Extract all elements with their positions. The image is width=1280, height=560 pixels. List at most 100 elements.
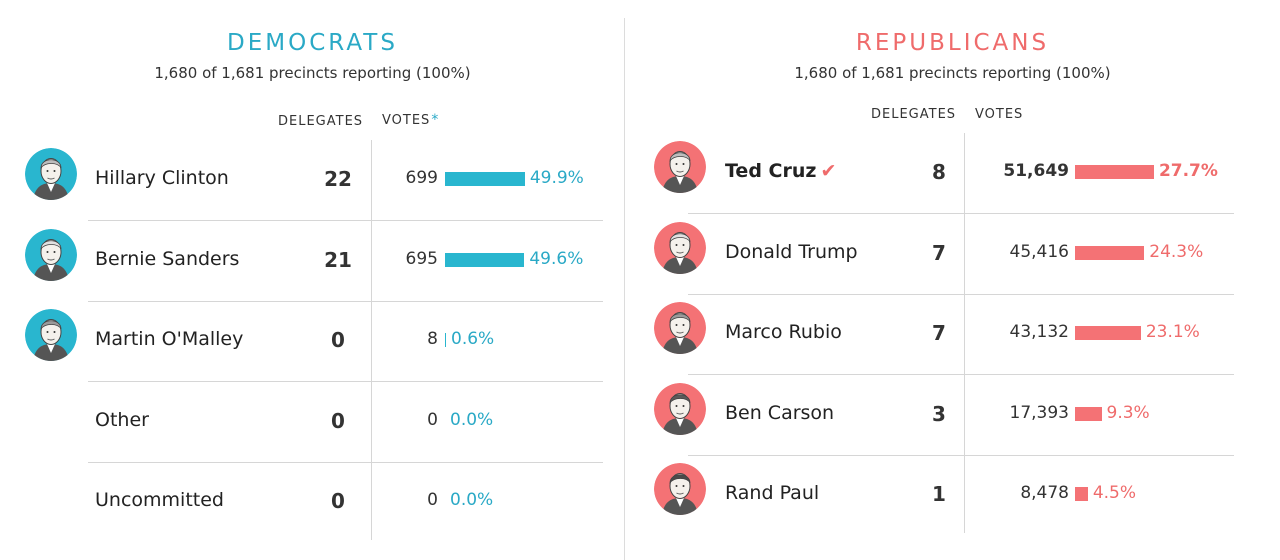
candidate-name: Bernie Sanders [95, 248, 239, 270]
candidate-name-label: Hillary Clinton [95, 167, 229, 189]
delegate-count: 21 [324, 247, 352, 272]
bernie-sanders-portrait-icon [25, 228, 77, 281]
candidate-row: Uncommitted 0 0 0.0% [0, 462, 625, 542]
vote-share-bar [1075, 487, 1088, 501]
candidate-name-label: Other [95, 408, 149, 431]
vote-count: 0 [427, 409, 438, 430]
candidate-name: Ted Cruz ✔ [725, 160, 836, 182]
vote-count: 695 [405, 248, 438, 269]
republicans-panel: REPUBLICANS 1,680 of 1,681 precincts rep… [625, 0, 1280, 560]
vote-count: 8 [427, 329, 438, 349]
vote-share-percent: 49.6% [529, 248, 584, 269]
martin-omalley-portrait-icon [25, 309, 77, 361]
vote-share-percent: 0.6% [451, 329, 495, 349]
vote-count: 0 [427, 490, 438, 510]
vote-share-percent: 23.1% [1145, 322, 1200, 342]
candidate-row: Donald Trump 7 45,416 24.3% [625, 214, 1280, 294]
delegate-count: 0 [331, 328, 345, 352]
vote-share-percent: 49.9% [529, 168, 584, 188]
candidate-name: Donald Trump [725, 241, 858, 263]
candidate-name-label: Bernie Sanders [95, 247, 240, 270]
hillary-clinton-portrait-icon [25, 148, 77, 200]
rand-paul-portrait-icon [654, 463, 706, 515]
vote-share-bar [1075, 406, 1102, 421]
candidate-name: Martin O'Malley [95, 328, 243, 350]
candidate-name: Hillary Clinton [95, 167, 229, 189]
candidate-row: Marco Rubio 7 43,132 23.1% [625, 294, 1280, 374]
democrats-column-divider [371, 140, 372, 540]
row-divider [88, 220, 603, 221]
vote-share-percent: 9.3% [1106, 402, 1150, 423]
delegate-count: 0 [331, 489, 345, 513]
candidate-row: Other 0 0 0.0% [0, 382, 625, 462]
candidate-name-label: Ben Carson [725, 401, 835, 424]
vote-share-percent: 4.5% [1092, 483, 1137, 503]
candidate-name: Other [95, 409, 149, 431]
republicans-column-divider [964, 133, 965, 533]
candidate-name-label: Martin O'Malley [95, 328, 244, 350]
delegate-count: 7 [932, 240, 946, 265]
marco-rubio-portrait-icon [654, 302, 706, 354]
vote-share-bar [445, 333, 446, 347]
vote-count: 699 [405, 168, 438, 188]
candidate-row: Rand Paul 1 8,478 4.5% [625, 455, 1280, 535]
vote-share-percent: 27.7% [1158, 161, 1218, 181]
candidate-row: Martin O'Malley 0 8 0.6% [0, 301, 625, 381]
vote-share-percent: 0.0% [450, 490, 494, 510]
vote-count: 51,649 [1003, 161, 1069, 181]
candidate-name-label: Ted Cruz [725, 160, 817, 182]
democrats-panel: DEMOCRATS 1,680 of 1,681 precincts repor… [0, 0, 625, 560]
row-divider [688, 293, 1234, 295]
votes-footnote-mark: * [431, 112, 440, 128]
democrats-precincts-reporting: 1,680 of 1,681 precincts reporting (100%… [154, 64, 471, 82]
donald-trump-portrait-icon [654, 221, 706, 274]
vote-share-bar [1075, 165, 1154, 179]
delegate-count: 3 [932, 401, 946, 426]
candidate-row: Ben Carson 3 17,393 9.3% [625, 375, 1280, 455]
vote-share-bar [1075, 326, 1141, 340]
democrats-title: DEMOCRATS [227, 30, 398, 56]
party-divider [624, 18, 625, 560]
vote-share-percent: 24.3% [1149, 241, 1204, 262]
ben-carson-portrait-icon [654, 382, 706, 435]
candidate-row: Hillary Clinton 22 699 49.9% [0, 140, 625, 220]
vote-count: 8,478 [1020, 483, 1069, 503]
vote-share-bar [445, 172, 525, 186]
vote-share-bar [445, 252, 525, 267]
republicans-title: REPUBLICANS [855, 30, 1050, 56]
row-divider [88, 300, 603, 302]
checkmark-icon: ✔ [820, 160, 837, 182]
candidate-name: Uncommitted [95, 489, 224, 511]
candidate-name: Marco Rubio [725, 321, 842, 343]
delegate-count: 1 [932, 482, 946, 506]
delegate-count: 22 [324, 167, 352, 191]
row-divider [688, 454, 1234, 456]
republicans-precincts-reporting: 1,680 of 1,681 precincts reporting (100%… [794, 64, 1111, 82]
candidate-name-label: Donald Trump [725, 240, 858, 263]
vote-share-bar [1075, 245, 1145, 260]
vote-count: 45,416 [1009, 241, 1069, 262]
delegate-count: 7 [932, 321, 946, 345]
candidate-name: Ben Carson [725, 402, 834, 424]
votes-header-label: VOTES [382, 113, 431, 128]
democrats-votes-header: VOTES* [382, 112, 439, 128]
row-divider [88, 461, 603, 463]
ted-cruz-portrait-icon [654, 141, 706, 193]
candidate-name: Rand Paul [725, 482, 819, 504]
row-divider [688, 374, 1234, 375]
candidate-row: Ted Cruz ✔ 8 51,649 27.7% [625, 133, 1280, 213]
vote-count: 17,393 [1009, 402, 1069, 423]
candidate-name-label: Uncommitted [95, 489, 224, 511]
republicans-delegates-header: DELEGATES [871, 107, 957, 122]
candidate-row: Bernie Sanders 21 695 49.6% [0, 221, 625, 301]
delegate-count: 0 [331, 408, 345, 433]
candidate-name-label: Marco Rubio [725, 321, 842, 343]
row-divider [88, 381, 603, 382]
democrats-delegates-header: DELEGATES [278, 114, 364, 129]
republicans-votes-header: VOTES [975, 107, 1024, 122]
delegate-count: 8 [932, 160, 946, 184]
candidate-name-label: Rand Paul [725, 482, 820, 504]
vote-share-percent: 0.0% [450, 409, 494, 430]
row-divider [688, 213, 1234, 214]
vote-count: 43,132 [1009, 322, 1069, 342]
